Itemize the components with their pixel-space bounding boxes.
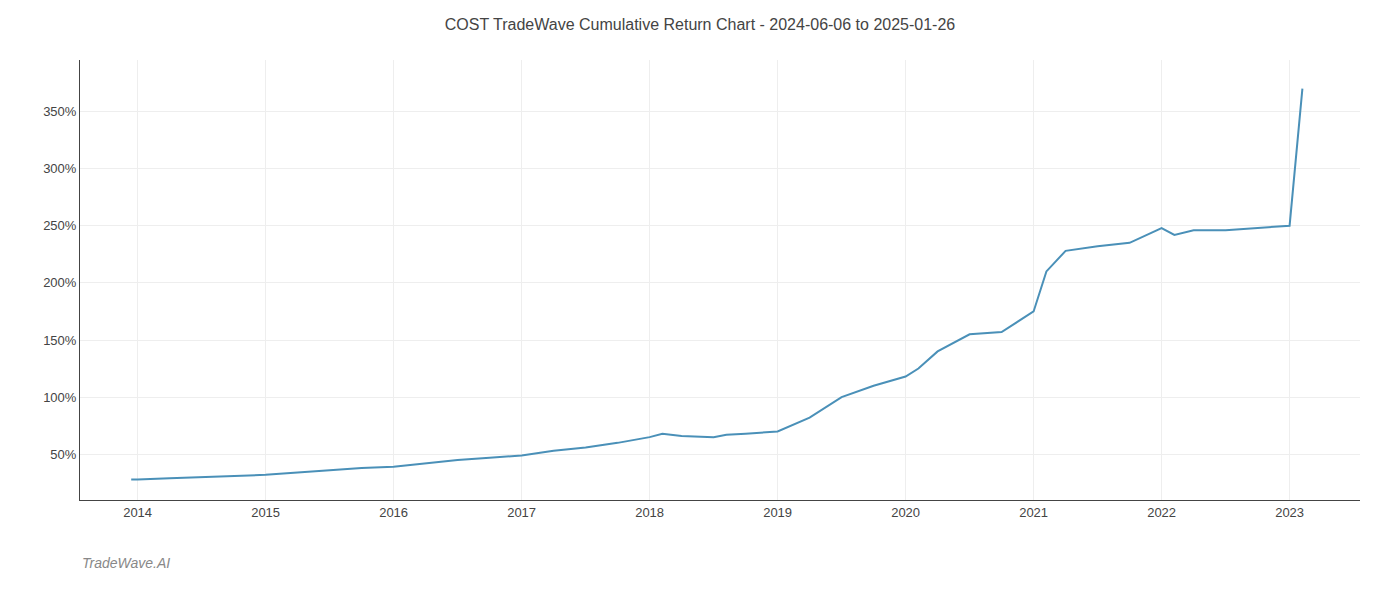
svg-text:50%: 50% xyxy=(50,447,76,462)
svg-text:2014: 2014 xyxy=(123,505,152,520)
svg-text:2021: 2021 xyxy=(1019,505,1048,520)
svg-text:2015: 2015 xyxy=(251,505,280,520)
svg-text:150%: 150% xyxy=(43,333,77,348)
svg-text:2018: 2018 xyxy=(635,505,664,520)
svg-text:100%: 100% xyxy=(43,390,77,405)
svg-text:250%: 250% xyxy=(43,218,77,233)
svg-text:2017: 2017 xyxy=(507,505,536,520)
svg-text:2023: 2023 xyxy=(1275,505,1304,520)
svg-text:350%: 350% xyxy=(43,104,77,119)
svg-text:300%: 300% xyxy=(43,161,77,176)
svg-text:2020: 2020 xyxy=(891,505,920,520)
svg-text:2016: 2016 xyxy=(379,505,408,520)
svg-text:2022: 2022 xyxy=(1147,505,1176,520)
svg-text:COST TradeWave Cumulative Retu: COST TradeWave Cumulative Return Chart -… xyxy=(445,16,956,33)
svg-text:2019: 2019 xyxy=(763,505,792,520)
svg-text:TradeWave.AI: TradeWave.AI xyxy=(82,555,170,571)
svg-text:200%: 200% xyxy=(43,275,77,290)
